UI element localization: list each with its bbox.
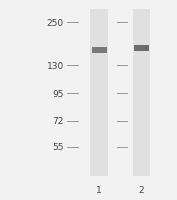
Text: 72: 72 [52, 117, 64, 125]
Bar [133, 10, 150, 176]
Text: 130: 130 [47, 62, 64, 70]
Bar [92, 48, 107, 54]
Text: 250: 250 [47, 19, 64, 27]
Text: 55: 55 [52, 143, 64, 151]
Bar [134, 46, 149, 52]
Text: 1: 1 [96, 186, 102, 194]
Text: 2: 2 [139, 186, 144, 194]
Bar [90, 10, 108, 176]
Text: 95: 95 [52, 90, 64, 98]
